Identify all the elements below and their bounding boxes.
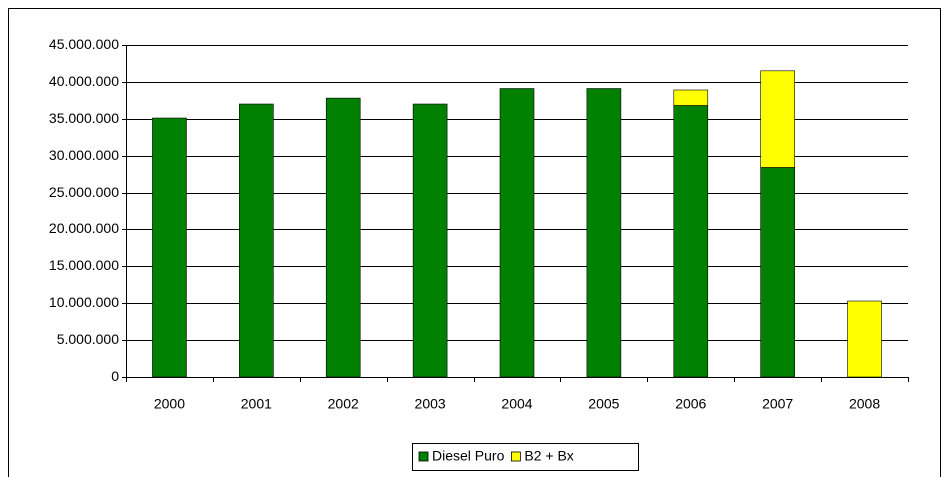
y-tick-label: 40.000.000 [49, 73, 119, 89]
bar-segment [586, 88, 622, 378]
bar-segment [152, 117, 187, 378]
bar-segment [760, 167, 795, 378]
y-tick-label: 45.000.000 [49, 36, 119, 52]
legend-swatch [510, 451, 521, 462]
x-tick-label: 2000 [154, 396, 185, 412]
bar-segment [412, 103, 448, 378]
y-tick-label: 20.000.000 [49, 220, 119, 236]
legend-box [412, 443, 639, 471]
x-tick-label: 2006 [675, 396, 706, 412]
y-tick-label: 25.000.000 [49, 184, 119, 200]
y-tick-label: 10.000.000 [49, 294, 119, 310]
x-tick-label: 2002 [328, 396, 359, 412]
y-tick-label: 30.000.000 [49, 147, 119, 163]
x-tick-label: 2007 [762, 396, 793, 412]
x-tick-label: 2005 [588, 396, 619, 412]
x-tick-label: 2008 [849, 396, 880, 412]
bar-segment [239, 103, 274, 378]
legend-label: Diesel Puro [432, 448, 505, 464]
x-tick-label: 2004 [501, 396, 532, 412]
bar-segment [499, 88, 535, 378]
legend-swatch [418, 451, 429, 462]
x-tick-label: 2001 [241, 396, 272, 412]
frame [8, 8, 941, 477]
legend-label: B2 + Bx [524, 448, 573, 464]
bar-segment [673, 105, 709, 378]
y-tick-label: 15.000.000 [49, 257, 119, 273]
y-tick-label: 35.000.000 [49, 110, 119, 126]
bar-segment [760, 70, 795, 168]
bar-segment [847, 300, 882, 378]
x-tick-label: 2003 [415, 396, 446, 412]
bar-segment [673, 89, 709, 106]
y-tick-label: 0 [111, 368, 119, 384]
bar-segment [325, 97, 361, 378]
y-tick-label: 5.000.000 [57, 331, 119, 347]
